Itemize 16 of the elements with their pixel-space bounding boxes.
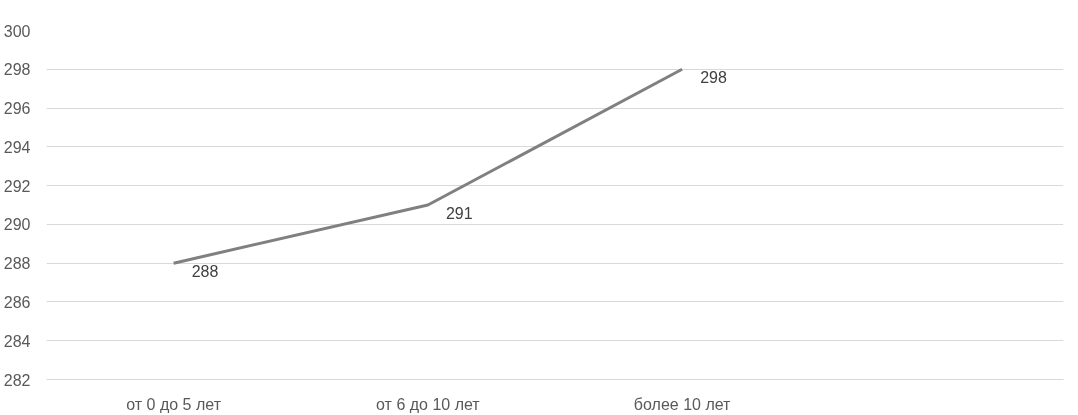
y-tick-label: 284 <box>3 332 31 350</box>
data-label: 298 <box>700 69 727 87</box>
x-tick-label: от 0 до 5 лет <box>126 395 222 413</box>
y-tick-label: 300 <box>3 22 31 40</box>
y-tick-label: 292 <box>3 177 31 195</box>
data-label: 288 <box>191 263 219 281</box>
y-tick-label: 282 <box>3 371 31 389</box>
x-tick-label: более 10 лет <box>633 395 732 413</box>
y-tick-label: 298 <box>3 61 31 79</box>
y-tick-label: 286 <box>3 293 31 311</box>
y-tick-label: 290 <box>3 216 31 234</box>
x-tick-label: от 6 до 10 лет <box>376 395 481 413</box>
y-tick-label: 296 <box>3 100 31 118</box>
y-tick-label: 294 <box>3 138 31 156</box>
y-tick-label: 288 <box>3 255 31 273</box>
data-label: 291 <box>445 205 473 222</box>
